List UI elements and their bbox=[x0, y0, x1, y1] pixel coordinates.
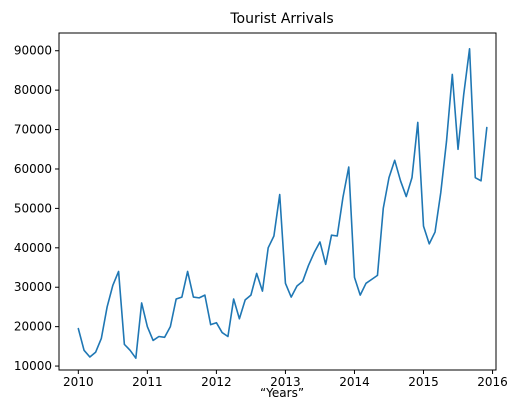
chart-title: Tourist Arrivals bbox=[229, 11, 333, 27]
y-tick-label: 80000 bbox=[14, 83, 52, 97]
y-tick-label: 40000 bbox=[14, 241, 52, 255]
plot-frame bbox=[58, 32, 497, 371]
x-tick-label: 2014 bbox=[339, 375, 370, 389]
x-tick-label: 2016 bbox=[477, 375, 507, 389]
y-tick-label: 90000 bbox=[14, 44, 52, 58]
x-axis: 2010 2011 2012 2013 2014 2015 2016 bbox=[63, 370, 507, 389]
plot-area bbox=[58, 32, 497, 371]
y-tick-label: 60000 bbox=[14, 162, 52, 176]
y-tick-label: 70000 bbox=[14, 123, 52, 137]
y-tick-label: 20000 bbox=[14, 320, 52, 334]
x-tick-label: 2011 bbox=[132, 375, 163, 389]
x-tick-label: 2012 bbox=[201, 375, 232, 389]
y-axis: 10000 20000 30000 40000 50000 60000 70000 80000… bbox=[14, 44, 59, 373]
x-tick-label: 2010 bbox=[63, 375, 94, 389]
y-tick-label: 50000 bbox=[14, 201, 52, 215]
x-tick-label: 2015 bbox=[408, 375, 439, 389]
y-tick-label: 30000 bbox=[14, 280, 52, 294]
series-line-0 bbox=[77, 47, 488, 359]
x-tick-label: 2013 bbox=[270, 375, 301, 389]
y-tick-label: 10000 bbox=[14, 359, 52, 373]
x-axis-title: “Years” bbox=[260, 386, 304, 400]
